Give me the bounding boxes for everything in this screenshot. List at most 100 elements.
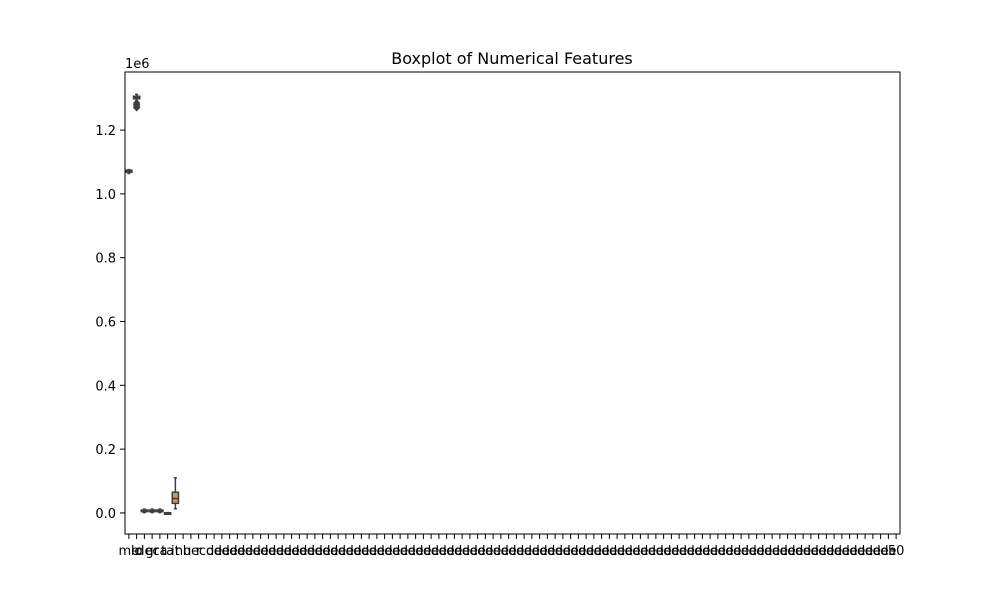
y-tick-label: 0.0 — [95, 507, 116, 522]
x-tick-label: de — [330, 544, 346, 559]
x-tick-label: de — [237, 544, 253, 559]
x-tick-label: de — [284, 544, 300, 559]
x-tick-label: de — [857, 544, 873, 559]
y-tick-label: 1.0 — [95, 188, 116, 203]
x-tick-label: de — [493, 544, 509, 559]
y-axis-offset-label: 1e6 — [125, 57, 150, 72]
x-tick-label: de — [400, 544, 416, 559]
x-tick-label: de — [873, 544, 889, 559]
x-tick-label: de — [702, 544, 718, 559]
x-tick-label: me — [119, 544, 140, 559]
x-tick-label: ta — [161, 544, 174, 559]
x-tick-label: de — [415, 544, 431, 559]
x-tick-label: de — [260, 544, 276, 559]
x-tick-label: de — [578, 544, 594, 559]
x-tick-label: de — [470, 544, 486, 559]
x-tick-label: de — [725, 544, 741, 559]
x-tick-label: de — [392, 544, 408, 559]
x-tick-label: de — [656, 544, 672, 559]
x-tick-label: de — [485, 544, 501, 559]
x-tick-label: de — [245, 544, 261, 559]
x-tick-label: de — [532, 544, 548, 559]
x-tick-label: de — [315, 544, 331, 559]
x-tick-label: de — [826, 544, 842, 559]
x-tick-label: de — [353, 544, 369, 559]
x-tick-label: de — [307, 544, 323, 559]
x-tick-label: de — [741, 544, 757, 559]
x-tick-label: de — [601, 544, 617, 559]
outlier-point — [132, 104, 141, 112]
y-tick-label: 0.4 — [95, 379, 116, 394]
x-tick-label: de — [880, 544, 896, 559]
x-tick-label: de — [454, 544, 470, 559]
plot-frame — [124, 71, 901, 535]
x-tick-label: de — [346, 544, 362, 559]
x-tick-label: de — [617, 544, 633, 559]
x-tick-label: de — [648, 544, 664, 559]
x-tick-label: de — [384, 544, 400, 559]
x-tick-label: de — [671, 544, 687, 559]
x-tick-label: de — [229, 544, 245, 559]
x-tick-label: co — [199, 544, 214, 559]
x-tick-label: de — [663, 544, 679, 559]
x-tick-label: de — [834, 544, 850, 559]
y-tick-label: 0.2 — [95, 443, 116, 458]
y-tick-label: 1.2 — [95, 124, 116, 139]
x-tick-label: de — [222, 544, 238, 559]
x-tick-label: de — [609, 544, 625, 559]
x-tick-label: de — [842, 544, 858, 559]
x-tick-label: de — [849, 544, 865, 559]
x-tick-label: de — [524, 544, 540, 559]
x-tick-label: de — [377, 544, 393, 559]
x-tick-label: de — [632, 544, 648, 559]
x-tick-label: de — [361, 544, 377, 559]
x-tick-label: de — [718, 544, 734, 559]
x-tick-label: de — [431, 544, 447, 559]
y-tick-label: 0.6 — [95, 316, 116, 331]
x-tick-label: de — [780, 544, 796, 559]
x-tick-label: de — [555, 544, 571, 559]
x-axis: melodegrcataitnuhercodededededededededed… — [119, 534, 905, 559]
x-tick-label: de — [787, 544, 803, 559]
x-tick-label: de — [462, 544, 478, 559]
x-tick-label: de — [625, 544, 641, 559]
x-tick-label: de — [570, 544, 586, 559]
x-tick-label: de — [594, 544, 610, 559]
x-tick-label: 50 — [888, 544, 905, 559]
x-tick-label: de — [772, 544, 788, 559]
y-axis: 0.0 0.2 0.4 0.6 0.8 1.0 1.2 — [95, 124, 125, 522]
x-tick-label: de — [539, 544, 555, 559]
x-tick-label: de — [795, 544, 811, 559]
x-tick-label: de — [291, 544, 307, 559]
x-tick-label: de — [136, 544, 152, 559]
x-tick-label: he — [183, 544, 199, 559]
x-tick-label: de — [679, 544, 695, 559]
x-tick-label: r — [196, 544, 202, 559]
x-tick-label: de — [446, 544, 462, 559]
x-tick-label: de — [687, 544, 703, 559]
x-tick-label: de — [477, 544, 493, 559]
box — [171, 491, 180, 505]
x-tick-label: de — [586, 544, 602, 559]
x-tick-label: de — [501, 544, 517, 559]
x-tick-label: de — [268, 544, 284, 559]
x-tick-label: de — [369, 544, 385, 559]
x-tick-label: de — [749, 544, 765, 559]
x-tick-label: gr — [145, 544, 159, 559]
x-tick-label: de — [694, 544, 710, 559]
x-tick-label: de — [214, 544, 230, 559]
x-tick-label: de — [439, 544, 455, 559]
x-tick-label: nu — [175, 544, 191, 559]
x-tick-label: it — [171, 544, 180, 559]
x-tick-label: de — [516, 544, 532, 559]
boxes-group — [125, 93, 180, 516]
x-tick-label: de — [818, 544, 834, 559]
x-tick-label: de — [276, 544, 292, 559]
x-tick-label: de — [563, 544, 579, 559]
x-tick-label: de — [865, 544, 881, 559]
x-tick-label: de — [299, 544, 315, 559]
x-tick-label: de — [756, 544, 772, 559]
x-tick-label: de — [803, 544, 819, 559]
x-tick-label: de — [547, 544, 563, 559]
